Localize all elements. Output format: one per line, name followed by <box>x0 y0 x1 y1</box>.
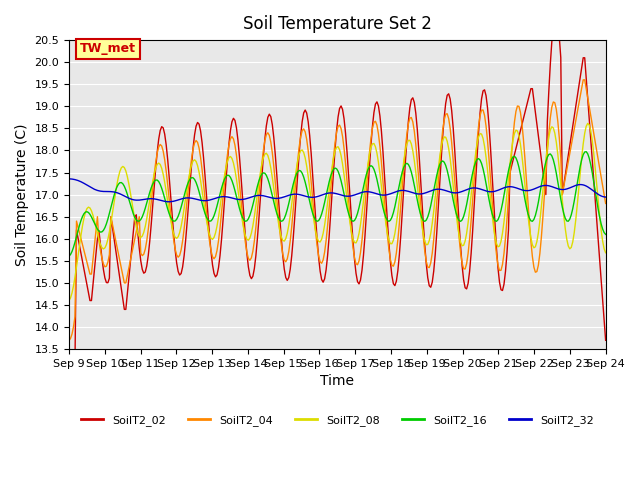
Line: SoilT2_04: SoilT2_04 <box>69 80 605 340</box>
SoilT2_32 <box>602 194 609 200</box>
Line: SoilT2_16: SoilT2_16 <box>69 152 605 256</box>
SoilT2_08 <box>243 237 251 242</box>
SoilT2_32 <box>301 193 309 199</box>
SoilT2_08 <box>65 298 73 303</box>
Text: TW_met: TW_met <box>80 42 136 56</box>
SoilT2_16 <box>65 253 73 259</box>
SoilT2_08 <box>131 216 139 222</box>
SoilT2_32 <box>131 197 139 203</box>
Line: SoilT2_02: SoilT2_02 <box>69 16 605 372</box>
SoilT2_04 <box>131 236 139 241</box>
SoilT2_32 <box>227 195 234 201</box>
SoilT2_02 <box>65 364 73 370</box>
SoilT2_04 <box>243 250 251 255</box>
SoilT2_16 <box>300 174 308 180</box>
SoilT2_02 <box>253 236 261 242</box>
SoilT2_32 <box>244 195 252 201</box>
SoilT2_16 <box>572 190 580 195</box>
SoilT2_08 <box>572 217 580 223</box>
X-axis label: Time: Time <box>321 374 355 388</box>
SoilT2_16 <box>602 231 609 237</box>
SoilT2_08 <box>225 155 233 160</box>
SoilT2_08 <box>300 150 308 156</box>
SoilT2_04 <box>65 337 73 343</box>
SoilT2_16 <box>582 149 590 155</box>
SoilT2_02 <box>552 13 560 19</box>
SoilT2_02 <box>602 337 609 343</box>
SoilT2_04 <box>300 126 308 132</box>
SoilT2_08 <box>602 250 609 256</box>
SoilT2_16 <box>243 218 251 224</box>
Legend: SoilT2_02, SoilT2_04, SoilT2_08, SoilT2_16, SoilT2_32: SoilT2_02, SoilT2_04, SoilT2_08, SoilT2_… <box>76 410 598 430</box>
SoilT2_04 <box>579 77 587 83</box>
SoilT2_04 <box>572 118 580 124</box>
SoilT2_02 <box>575 84 582 90</box>
SoilT2_02 <box>132 212 140 217</box>
SoilT2_08 <box>584 120 591 126</box>
SoilT2_02 <box>227 128 234 133</box>
SoilT2_32 <box>253 192 261 198</box>
SoilT2_02 <box>68 369 76 375</box>
Line: SoilT2_08: SoilT2_08 <box>69 123 605 300</box>
SoilT2_04 <box>225 142 233 148</box>
SoilT2_08 <box>252 203 260 209</box>
Line: SoilT2_32: SoilT2_32 <box>69 179 605 202</box>
SoilT2_16 <box>225 173 233 179</box>
SoilT2_16 <box>252 190 260 195</box>
SoilT2_32 <box>573 182 581 188</box>
SoilT2_04 <box>252 225 260 230</box>
SoilT2_02 <box>244 264 252 270</box>
SoilT2_32 <box>165 199 173 204</box>
SoilT2_32 <box>65 176 73 182</box>
Title: Soil Temperature Set 2: Soil Temperature Set 2 <box>243 15 432 33</box>
SoilT2_04 <box>602 201 609 206</box>
SoilT2_16 <box>131 215 139 220</box>
SoilT2_02 <box>301 107 309 113</box>
Y-axis label: Soil Temperature (C): Soil Temperature (C) <box>15 123 29 266</box>
